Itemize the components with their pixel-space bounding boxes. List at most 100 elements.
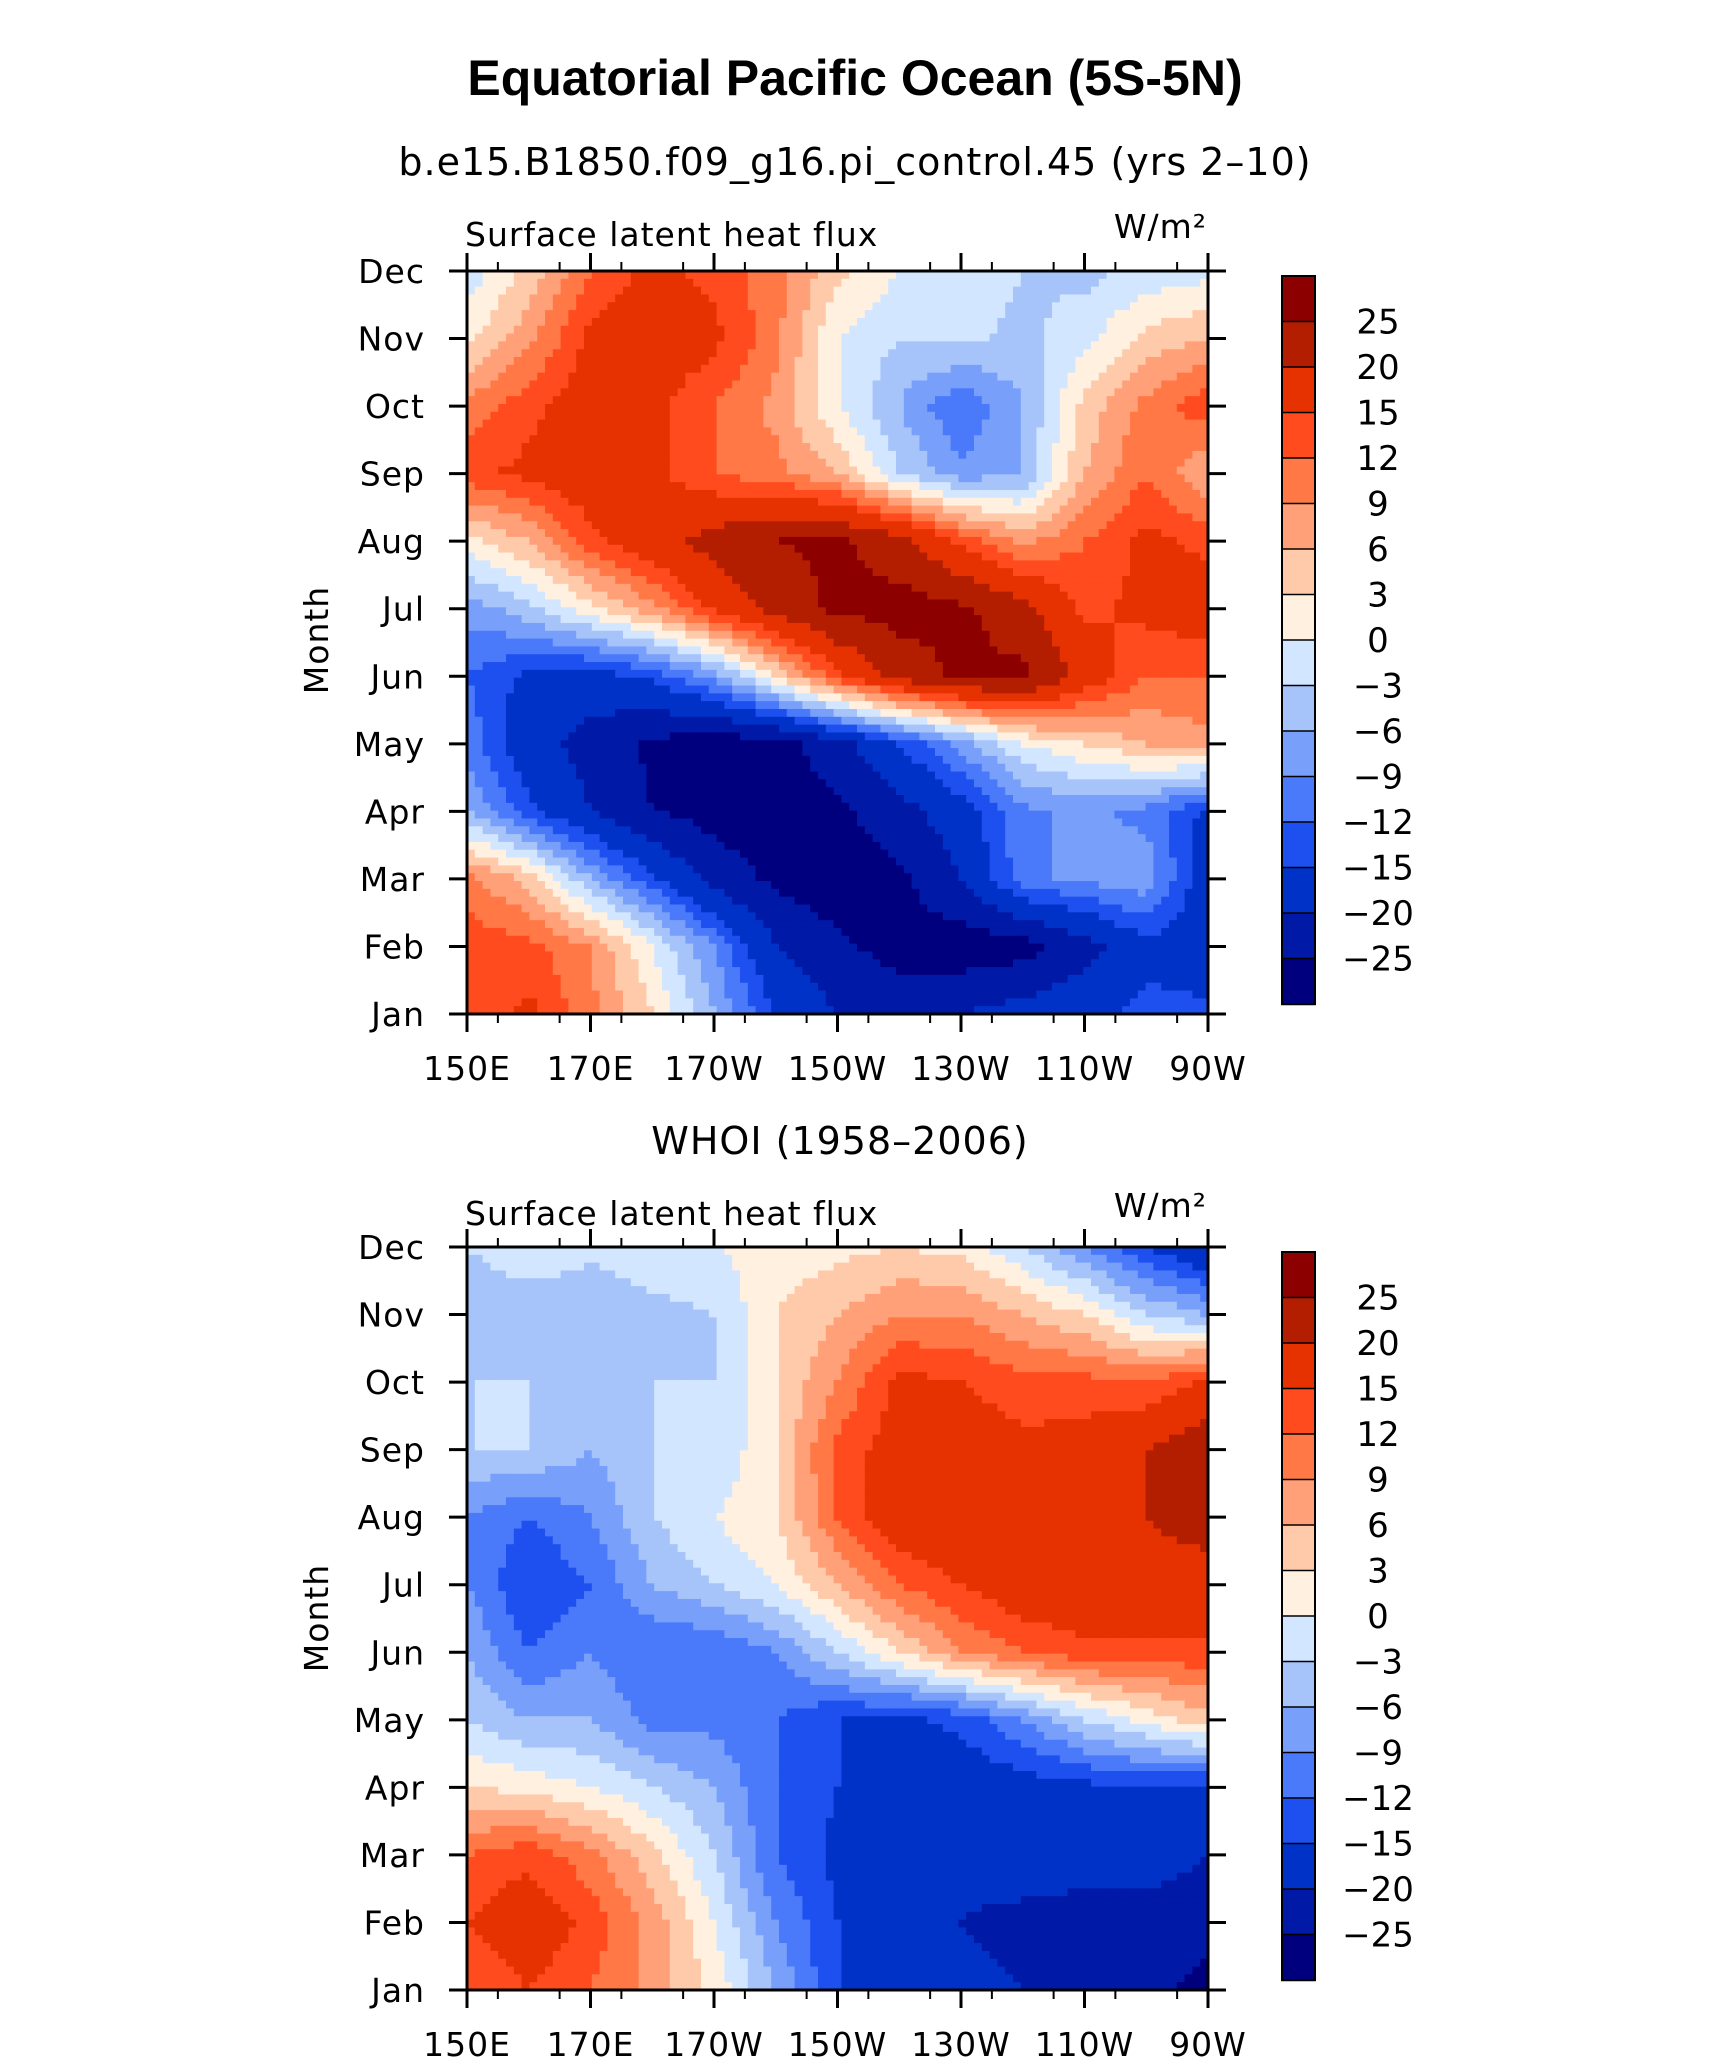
contour-cell <box>771 318 779 326</box>
contour-cell <box>818 584 826 592</box>
contour-cell <box>1122 490 1130 498</box>
contour-cell <box>795 560 803 568</box>
contour-cell <box>576 294 584 302</box>
contour-cell <box>904 568 912 576</box>
contour-cell <box>990 490 998 498</box>
contour-cell <box>771 443 779 451</box>
contour-cell <box>1099 365 1107 373</box>
contour-cell <box>1099 654 1107 662</box>
contour-cell <box>810 310 818 318</box>
contour-cell <box>849 568 857 576</box>
contour-cell <box>475 553 483 561</box>
contour-cell <box>522 521 530 529</box>
contour-cell <box>958 373 966 381</box>
contour-cell <box>506 380 514 388</box>
contour-cell <box>787 349 795 357</box>
contour-cell <box>763 498 771 506</box>
contour-cell <box>576 576 584 584</box>
contour-cell <box>756 654 764 662</box>
contour-cell <box>662 639 670 647</box>
contour-cell <box>592 607 600 615</box>
contour-cell <box>631 646 639 654</box>
contour-cell <box>1177 443 1185 451</box>
contour-cell <box>717 474 725 482</box>
contour-cell <box>623 380 631 388</box>
contour-cell <box>834 341 842 349</box>
contour-cell <box>662 529 670 537</box>
contour-cell <box>826 576 834 584</box>
contour-cell <box>522 326 530 334</box>
contour-cell <box>966 388 974 396</box>
contour-cell <box>545 623 553 631</box>
contour-cell <box>678 294 686 302</box>
contour-cell <box>701 537 709 545</box>
contour-cell <box>662 435 670 443</box>
contour-cell <box>654 341 662 349</box>
contour-cell <box>756 380 764 388</box>
contour-cell <box>600 318 608 326</box>
contour-cell <box>873 451 881 459</box>
contour-cell <box>779 654 787 662</box>
contour-cell <box>709 435 717 443</box>
contour-cell <box>685 607 693 615</box>
contour-cell <box>1044 521 1052 529</box>
contour-cell <box>631 654 639 662</box>
contour-cell <box>990 435 998 443</box>
contour-cell <box>553 279 561 287</box>
contour-cell <box>834 318 842 326</box>
contour-cell <box>1068 287 1076 295</box>
contour-cell <box>1153 373 1161 381</box>
contour-cell <box>639 654 647 662</box>
contour-cell <box>506 482 514 490</box>
contour-cell <box>483 592 491 600</box>
contour-cell <box>912 506 920 514</box>
contour-cell <box>1146 646 1154 654</box>
contour-cell <box>1021 427 1029 435</box>
contour-cell <box>529 631 537 639</box>
contour-cell <box>701 584 709 592</box>
contour-cell <box>1107 302 1115 310</box>
contour-cell <box>1091 646 1099 654</box>
contour-cell <box>576 529 584 537</box>
contour-cell <box>927 506 935 514</box>
contour-cell <box>748 521 756 529</box>
contour-cell <box>1036 380 1044 388</box>
contour-cell <box>685 615 693 623</box>
contour-cell <box>927 349 935 357</box>
contour-cell <box>561 357 569 365</box>
contour-cell <box>1153 654 1161 662</box>
contour-cell <box>756 506 764 514</box>
contour-cell <box>537 631 545 639</box>
contour-cell <box>514 553 522 561</box>
contour-cell <box>1036 568 1044 576</box>
contour-cell <box>584 623 592 631</box>
contour-cell <box>1044 334 1052 342</box>
contour-cell <box>1122 537 1130 545</box>
contour-cell <box>1083 380 1091 388</box>
contour-cell <box>1036 631 1044 639</box>
contour-cell <box>873 318 881 326</box>
contour-cell <box>966 443 974 451</box>
contour-cell <box>576 560 584 568</box>
contour-cell <box>810 388 818 396</box>
contour-cell <box>1044 482 1052 490</box>
contour-cell <box>1146 615 1154 623</box>
contour-cell <box>724 459 732 467</box>
contour-cell <box>607 459 615 467</box>
contour-cell <box>873 435 881 443</box>
contour-cell <box>607 279 615 287</box>
contour-cell <box>568 334 576 342</box>
contour-cell <box>802 404 810 412</box>
contour-cell <box>670 639 678 647</box>
contour-cell <box>1099 553 1107 561</box>
contour-cell <box>912 490 920 498</box>
contour-cell <box>1161 474 1169 482</box>
contour-cell <box>1060 607 1068 615</box>
contour-cell <box>709 631 717 639</box>
contour-cell <box>639 553 647 561</box>
contour-cell <box>1013 498 1021 506</box>
contour-cell <box>1107 334 1115 342</box>
contour-cell <box>1177 451 1185 459</box>
contour-cell <box>654 678 662 686</box>
contour-cell <box>498 310 506 318</box>
